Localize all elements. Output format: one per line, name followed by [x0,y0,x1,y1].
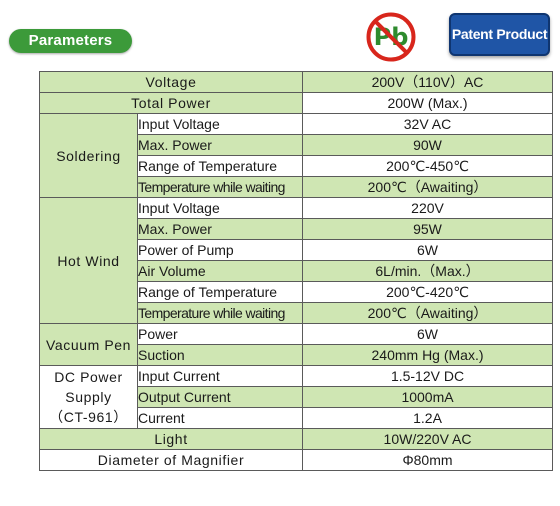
spec-label: Temperature while waiting [136,302,304,324]
spec-value: 95W [302,218,554,240]
spec-value: 32V AC [302,113,554,135]
spec-value: Φ80mm [302,449,554,471]
spec-label: Suction [136,344,304,366]
spec-label: Current [136,407,304,429]
group-label-soldering: Soldering [39,113,138,198]
spec-label: Total Power [38,92,304,114]
spec-value: 200℃（Awaiting） [302,176,554,198]
spec-value: 1.2A [302,407,554,429]
spec-label: Output Current [136,386,304,408]
group-label-vacuum-pen: Vacuum Pen [39,323,138,366]
spec-value: 200℃（Awaiting） [302,302,554,324]
patent-product-badge: Patent Product [449,13,550,56]
spec-value: 90W [302,134,554,156]
spec-value: 6W [302,239,554,261]
spec-label: Max. Power [136,218,304,240]
spec-label: Range of Temperature [136,155,304,177]
group-label-dc-power-supply: DC Power Supply （CT-961） [39,365,138,429]
table-row: Diameter of Magnifier Φ80mm [38,449,554,471]
spec-label: Temperature while waiting [136,176,304,198]
table-row: Soldering Input Voltage 32V AC [39,113,554,198]
spec-value: 200W (Max.) [302,92,554,114]
spec-value: 1000mA [302,386,554,408]
spec-label: Air Volume [136,260,304,282]
spec-label: Input Voltage [136,197,304,219]
table-row: DC Power Supply （CT-961） Input Current 1… [39,365,554,429]
table-row: Light 10W/220V AC [38,428,554,450]
spec-label: Input Current [136,365,304,387]
group-label-line: DC Power [54,369,123,385]
spec-label: Power [136,323,304,345]
table-row: Hot Wind Input Voltage 220V [39,197,554,324]
spec-value: 220V [302,197,554,219]
spec-value: 10W/220V AC [302,428,554,450]
table-row: Suction 240mm Hg (Max.) [40,344,554,366]
spec-label: Diameter of Magnifier [38,449,304,471]
spec-label: Power of Pump [136,239,304,261]
spec-value: 1.5-12V DC [302,365,554,387]
lead-free-pb-icon: Pb [366,12,416,62]
table-row: Current 1.2A [40,407,554,429]
table-row: Voltage 200V（110V）AC [38,71,554,93]
spec-value: 200V（110V）AC [302,71,554,93]
spec-label: Input Voltage [136,113,304,135]
spec-value: 6L/min.（Max.） [302,260,554,282]
spec-value: 200℃-420℃ [302,281,554,303]
spec-label: Light [38,428,304,450]
table-row: Temperature while waiting 200℃（Awaiting） [40,176,554,198]
table-row: Total Power 200W (Max.) [38,92,554,114]
table-row: Range of Temperature 200℃-420℃ [40,281,554,303]
group-label-hot-wind: Hot Wind [39,197,138,324]
table-row: Vacuum Pen Power 6W [39,323,554,366]
spec-value: 6W [302,323,554,345]
table-row: Air Volume 6L/min.（Max.） [40,260,554,282]
table-row: Max. Power 90W [40,134,554,156]
group-label-line: Supply [65,389,112,405]
group-label-line: （CT-961） [49,409,128,425]
spec-label: Range of Temperature [136,281,304,303]
spec-value: 240mm Hg (Max.) [302,344,554,366]
table-row: Range of Temperature 200℃-450℃ [40,155,554,177]
spec-label: Voltage [38,71,304,93]
spec-value: 200℃-450℃ [302,155,554,177]
specification-table: Voltage 200V（110V）AC Total Power 200W (M… [38,71,554,471]
spec-label: Max. Power [136,134,304,156]
table-row: Max. Power 95W [40,218,554,240]
parameters-badge: Parameters [9,29,132,53]
